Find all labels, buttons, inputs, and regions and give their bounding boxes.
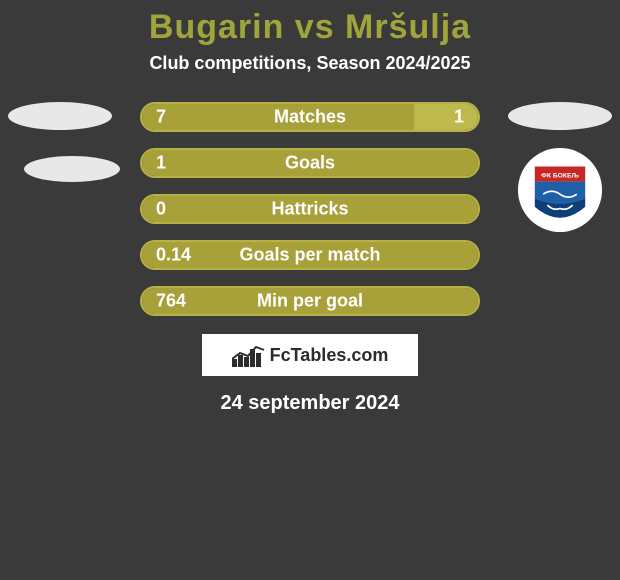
stat-row: Goals 1: [140, 148, 480, 178]
stat-value-right: 1: [454, 107, 464, 128]
comparison-infographic: Bugarin vs Mršulja Club competitions, Se…: [0, 0, 620, 580]
right-player-silhouette: [508, 102, 612, 130]
club-badge-svg: ФК БОКЕЉ: [518, 148, 602, 232]
subtitle: Club competitions, Season 2024/2025: [0, 53, 620, 74]
left-player-silhouette-2: [24, 156, 120, 182]
stat-label: Goals per match: [239, 245, 380, 266]
stat-bar-fill-right: [414, 104, 478, 130]
stat-value-left: 7: [156, 107, 166, 128]
logo-chart-icon: [232, 343, 264, 367]
stat-label: Goals: [285, 153, 335, 174]
stat-label: Hattricks: [271, 199, 348, 220]
stat-row: Hattricks 0: [140, 194, 480, 224]
stat-value-left: 0.14: [156, 245, 191, 266]
footer-date: 24 september 2024: [0, 392, 620, 415]
stat-label: Min per goal: [257, 291, 363, 312]
stat-value-left: 0: [156, 199, 166, 220]
branding-text: FcTables.com: [270, 345, 389, 366]
stat-row: Goals per match 0.14: [140, 240, 480, 270]
club-badge: ФК БОКЕЉ: [518, 148, 602, 232]
stat-row: Min per goal 764: [140, 286, 480, 316]
branding-logo: FcTables.com: [202, 334, 418, 376]
svg-text:ФК БОКЕЉ: ФК БОКЕЉ: [541, 172, 579, 179]
stat-label: Matches: [274, 107, 346, 128]
stats-area: ФК БОКЕЉ Matches 7 1 Goals 1 Hattricks 0 Goals …: [0, 102, 620, 316]
stat-value-left: 1: [156, 153, 166, 174]
stat-row: Matches 7 1: [140, 102, 480, 132]
page-title: Bugarin vs Mršulja: [0, 0, 620, 47]
stat-value-left: 764: [156, 291, 186, 312]
left-player-silhouette-1: [8, 102, 112, 130]
